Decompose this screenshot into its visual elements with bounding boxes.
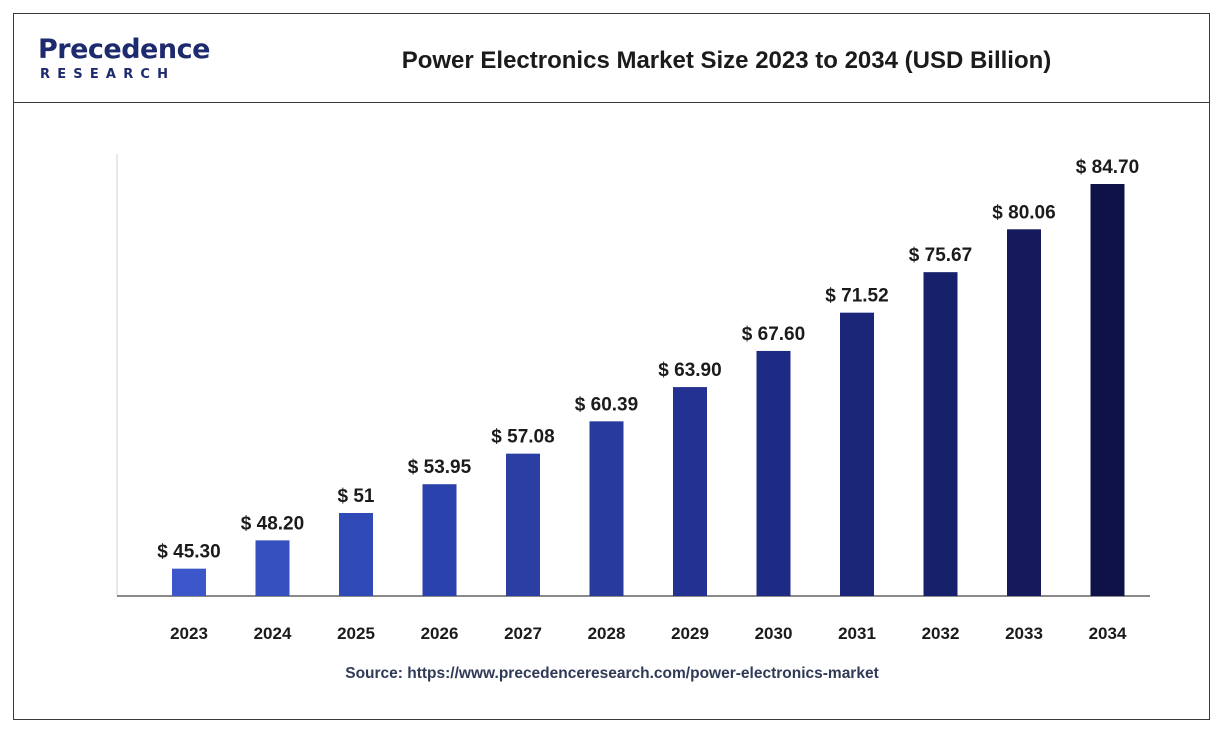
data-label: $ 84.70 [1076, 157, 1139, 178]
data-label: $ 71.52 [825, 286, 888, 307]
x-tick-label: 2026 [421, 624, 459, 643]
x-tick-label: 2024 [254, 624, 292, 643]
chart-title: Power Electronics Market Size 2023 to 20… [401, 47, 1052, 74]
bar-2031 [840, 312, 874, 596]
bar-2025 [339, 513, 373, 596]
bar-2024 [255, 540, 290, 596]
brand-name: Precedence [38, 34, 210, 65]
bar-2028 [589, 421, 624, 596]
header: Precedence RESEARCH Power Electronics Ma… [14, 14, 1209, 103]
data-label: $ 57.08 [491, 427, 554, 448]
data-label: $ 67.60 [742, 324, 805, 345]
x-tick-label: 2034 [1089, 624, 1127, 643]
x-tick-label: 2030 [755, 624, 793, 643]
x-tick-label: 2023 [170, 624, 208, 643]
data-label: $ 45.30 [157, 542, 220, 563]
bar-2023 [172, 568, 206, 596]
bar-2030 [756, 350, 791, 596]
data-label: $ 80.06 [992, 202, 1055, 223]
bar-2034 [1090, 184, 1125, 596]
x-tick-label: 2033 [1005, 624, 1043, 643]
data-label: $ 51 [338, 486, 375, 507]
source-note: Source: https://www.precedenceresearch.c… [345, 665, 879, 682]
data-label: $ 75.67 [909, 245, 972, 266]
x-tick-label: 2031 [838, 624, 876, 643]
data-label: $ 60.39 [575, 394, 638, 415]
x-tick-label: 2029 [671, 624, 709, 643]
data-label: $ 53.95 [408, 457, 472, 478]
bar-2027 [506, 453, 540, 596]
x-tick-label: 2028 [588, 624, 626, 643]
bar-2032 [923, 272, 958, 596]
data-label: $ 63.90 [658, 360, 721, 381]
x-tick-label: 2027 [504, 624, 542, 643]
brand-sub: RESEARCH [40, 67, 176, 82]
bar-2029 [673, 387, 707, 596]
bar-2033 [1007, 229, 1041, 596]
bar-2026 [422, 484, 457, 596]
brand-logo: Precedence RESEARCH [38, 34, 228, 90]
x-tick-label: 2032 [922, 624, 960, 643]
data-label: $ 48.20 [241, 513, 304, 534]
x-tick-label: 2025 [337, 624, 375, 643]
chart-frame: Precedence RESEARCH Power Electronics Ma… [13, 13, 1210, 720]
